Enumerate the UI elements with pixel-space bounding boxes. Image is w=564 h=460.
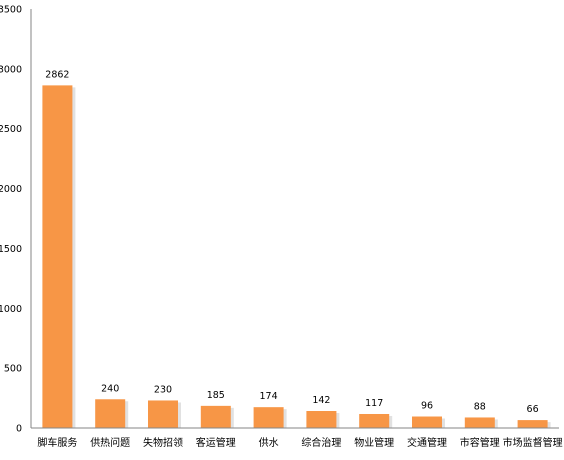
y-tick-label: 0 [16,424,22,435]
bar [412,416,442,428]
y-tick-label: 1500 [0,244,22,255]
x-tick-label: 市容管理 [460,436,500,449]
data-label: 96 [421,401,433,412]
y-tick-label: 2000 [0,184,22,195]
x-tick-label: 物业管理 [354,436,394,449]
y-tick-label: 3000 [0,64,22,75]
x-axis: 脚车服务 供热问题 失物招领 客运管理 供水 综合治理 物业管理 交通管理 市容管理 市场监督管理 [37,436,562,449]
data-label: 2862 [45,69,69,80]
y-tick-label: 1000 [0,304,22,315]
y-tick-label: 500 [4,364,22,375]
data-label: 230 [154,384,172,395]
bar [306,411,337,428]
y-tick-label: 3500 [0,5,22,16]
data-label: 240 [101,383,119,394]
y-tick-label: 2500 [0,124,22,135]
bar [42,85,73,428]
bar [253,407,284,428]
x-tick-label: 供水 [259,436,279,449]
data-label: 174 [260,391,278,402]
bar [359,413,390,428]
x-tick-label: 市场监督管理 [503,436,563,449]
data-label: 185 [207,390,225,401]
y-axis: 0 500 1000 1500 2000 2500 3000 3500 [0,5,22,435]
bar [517,420,548,428]
x-tick-label: 客运管理 [196,436,236,449]
data-labels: 2862 240 230 185 174 142 117 96 88 66 [45,69,538,415]
data-label: 88 [474,401,486,412]
data-label: 66 [527,404,539,415]
data-label: 117 [365,398,383,409]
bar [200,405,231,428]
bar [464,417,495,428]
bar [95,399,126,428]
x-tick-label: 失物招领 [143,436,183,449]
data-label: 142 [312,395,330,406]
x-tick-label: 脚车服务 [37,436,77,449]
bar [148,400,178,428]
bars [42,85,551,428]
x-tick-label: 供热问题 [90,436,130,449]
x-tick-label: 综合治理 [301,436,341,449]
x-tick-label: 交通管理 [407,436,447,449]
